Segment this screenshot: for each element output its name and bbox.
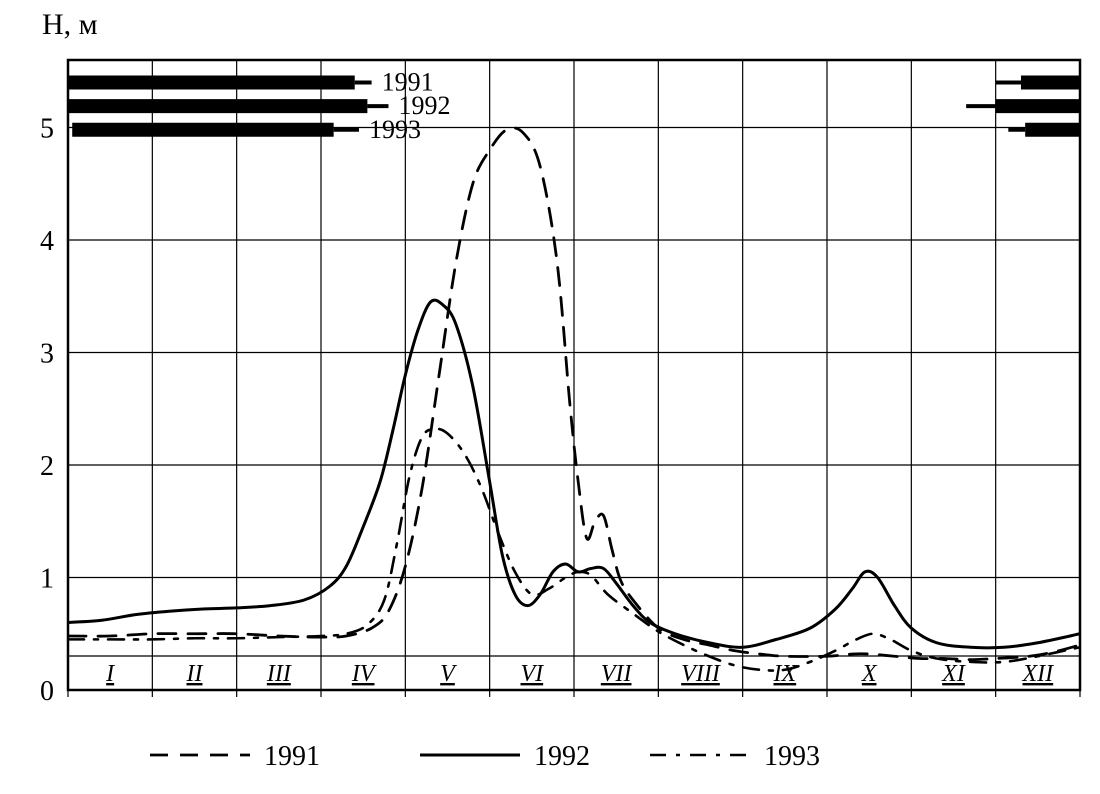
ice-bar-tail bbox=[334, 128, 359, 132]
month-label: XI bbox=[941, 661, 966, 687]
ice-bar-main bbox=[68, 99, 367, 113]
legend-label: 1991 bbox=[264, 741, 320, 772]
ice-bar-year-label: 1993 bbox=[369, 115, 421, 144]
legend-label: 1992 bbox=[534, 741, 590, 772]
month-label: VI bbox=[521, 661, 545, 687]
y-tick-label: 2 bbox=[40, 451, 54, 482]
y-tick-label: 3 bbox=[40, 339, 54, 370]
month-label: XII bbox=[1022, 661, 1055, 687]
ice-bar-tail bbox=[1008, 128, 1025, 132]
month-label: VIII bbox=[681, 661, 721, 687]
month-label: VII bbox=[601, 661, 633, 687]
ice-bar-tail bbox=[966, 104, 996, 108]
ice-bar-right bbox=[1025, 123, 1080, 137]
ice-bar-main bbox=[72, 123, 333, 137]
month-label: V bbox=[440, 661, 457, 687]
legend-label: 1993 bbox=[764, 741, 820, 772]
y-tick-label: 4 bbox=[40, 226, 54, 257]
ice-bar-tail bbox=[996, 81, 1021, 85]
ice-bar-right bbox=[1021, 76, 1080, 90]
month-label: I bbox=[105, 661, 115, 687]
y-tick-label: 5 bbox=[40, 114, 54, 145]
y-axis-title: H, м bbox=[42, 8, 98, 42]
hydrograph-chart: 012345IIIIIIIVVVIVIIVIIIIXXXIXII19911992… bbox=[0, 0, 1100, 794]
ice-bar-main bbox=[68, 76, 355, 90]
y-tick-label: 1 bbox=[40, 564, 54, 595]
y-tick-label: 0 bbox=[40, 676, 54, 707]
month-label: II bbox=[186, 661, 204, 687]
month-label: IX bbox=[773, 661, 798, 687]
ice-bar-tail bbox=[367, 104, 388, 108]
ice-bar-right bbox=[996, 99, 1080, 113]
month-label: IV bbox=[351, 661, 377, 687]
month-label: III bbox=[266, 661, 292, 687]
month-label: X bbox=[861, 661, 878, 687]
ice-bar-tail bbox=[355, 81, 372, 85]
